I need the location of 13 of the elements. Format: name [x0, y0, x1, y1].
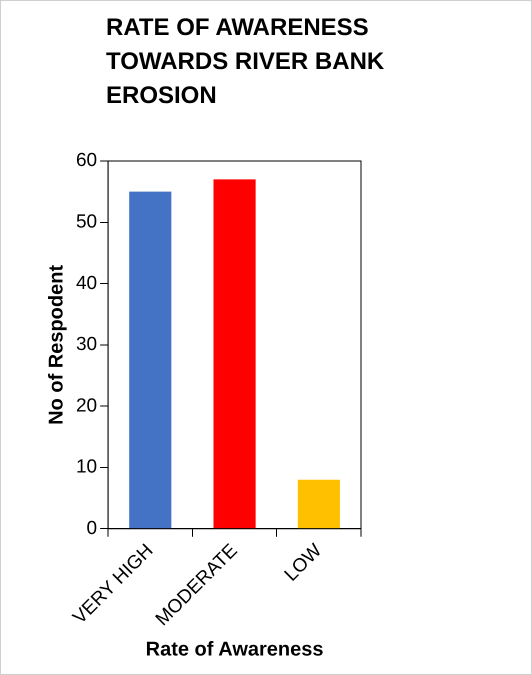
y-tick-label: 0: [86, 518, 98, 539]
y-tick-label: 10: [76, 456, 98, 478]
chart-title: RATE OF AWARENESS TOWARDS RIVER BANK EROSION: [106, 13, 386, 111]
x-axis-title: Rate of Awareness: [146, 638, 324, 661]
bar: [298, 480, 340, 528]
y-tick-label: 50: [76, 212, 98, 233]
y-tick-label: 60: [76, 150, 98, 172]
y-tick-label: 30: [76, 334, 98, 356]
bar: [129, 192, 172, 528]
y-tick-label: 40: [76, 272, 98, 294]
bar: [213, 179, 256, 528]
y-tick-label: 20: [76, 395, 98, 416]
y-axis-title: No of Respodent: [46, 264, 68, 425]
